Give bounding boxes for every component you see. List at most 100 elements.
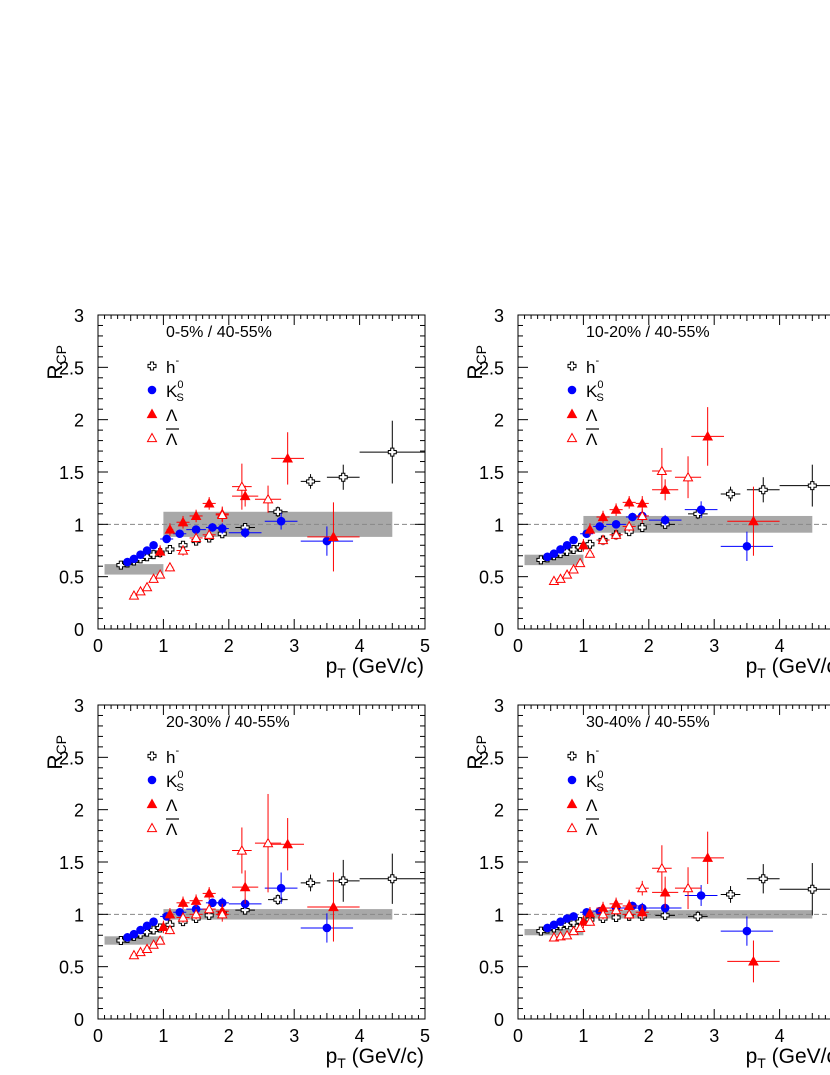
data-point-lambda	[239, 490, 251, 501]
legend-label-sub: S	[596, 782, 603, 794]
data-point-antilambda	[177, 911, 189, 922]
data-point-antilambda	[584, 548, 596, 558]
x-axis-title-sub: T	[337, 665, 346, 681]
data-point-h	[726, 489, 736, 499]
legend-label-sup: 0	[177, 379, 183, 391]
data-point-k0s	[696, 891, 706, 900]
x-tick-label: 2	[224, 1026, 234, 1046]
legend-marker-k0s	[147, 385, 157, 395]
data-point-antilambda	[164, 924, 176, 935]
legend-label-main: K	[586, 772, 598, 791]
x-tick-label: 2	[644, 636, 654, 656]
legend-marker-h	[567, 361, 577, 371]
data-point-lambda	[636, 906, 648, 917]
y-tick-label: 0	[494, 1010, 504, 1030]
x-axis-title-main: p	[746, 655, 758, 678]
data-point-lambda	[636, 497, 648, 508]
data-point-lambda	[282, 452, 294, 463]
legend-label-sub: S	[176, 782, 183, 794]
axes-frame	[97, 704, 426, 1020]
x-axis-title: pT (GeV/c)	[746, 655, 830, 681]
legend-label-main: Λ	[586, 796, 598, 815]
legend-label-h: h-	[166, 355, 179, 377]
x-axis-title-main: p	[326, 655, 338, 678]
x-axis-title-unit: (GeV/c)	[346, 1045, 424, 1068]
data-point-k0s	[129, 929, 139, 939]
plot-area	[98, 793, 425, 960]
y-tick-label: 2	[494, 411, 504, 431]
data-point-lambda	[748, 955, 759, 966]
x-tick-label: 1	[158, 1026, 168, 1046]
legend-label-main: Λ	[166, 406, 178, 425]
x-axis-title-unit: (GeV/c)	[766, 1045, 830, 1068]
x-tick-label: 0	[513, 636, 523, 656]
data-point-k0s	[149, 540, 158, 550]
data-point-k0s	[129, 554, 139, 564]
data-point-k0s	[322, 923, 332, 933]
x-tick-label: 0	[513, 1026, 523, 1046]
data-point-h	[387, 447, 397, 457]
data-point-lambda	[328, 901, 339, 912]
data-point-antilambda	[682, 882, 694, 893]
legend-label-sup: 0	[597, 769, 603, 781]
data-point-h	[116, 560, 126, 570]
data-point-lambda	[659, 484, 671, 494]
legend-label-sup: -	[595, 745, 599, 757]
x-tick-label: 5	[420, 1026, 430, 1046]
syst-band	[104, 564, 164, 575]
data-point-k0s	[276, 883, 286, 893]
y-tick-label: 1.5	[59, 853, 84, 873]
data-point-antilambda	[262, 837, 274, 848]
panel-title: 0-5% / 40-55%	[166, 324, 272, 341]
data-point-k0s	[175, 907, 185, 917]
series-antilambda	[548, 447, 702, 585]
data-point-antilambda	[203, 903, 215, 914]
y-tick-label: 2	[494, 801, 504, 821]
y-tick-label: 0	[494, 620, 504, 640]
data-point-k0s	[217, 524, 227, 533]
data-point-antilambda	[574, 922, 586, 933]
data-point-k0s	[742, 542, 752, 551]
x-axis-title: pT (GeV/c)	[746, 1045, 830, 1071]
data-point-lambda	[328, 531, 339, 541]
legend-marker-antilambda	[146, 432, 158, 443]
y-axis-title-main: R	[464, 364, 487, 379]
plot-area	[518, 407, 830, 585]
legend-label-sup: -	[595, 355, 599, 367]
data-point-k0s	[628, 512, 637, 522]
data-point-lambda	[164, 908, 176, 919]
data-point-h	[306, 476, 316, 486]
data-point-antilambda	[682, 471, 694, 482]
series-lambda	[158, 818, 360, 942]
series-antilambda	[128, 463, 282, 600]
legend-label-antilambda: Λ	[586, 820, 598, 839]
data-point-h	[726, 889, 736, 899]
legend-label-main: Λ	[166, 796, 178, 815]
data-point-antilambda	[584, 916, 596, 926]
data-point-antilambda	[190, 908, 202, 919]
data-point-lambda	[748, 515, 759, 526]
data-point-antilambda	[597, 908, 609, 919]
y-tick-label: 3	[494, 306, 504, 326]
y-tick-label: 0.5	[479, 568, 504, 588]
data-point-lambda	[154, 546, 166, 556]
data-point-antilambda	[597, 534, 609, 545]
data-point-antilambda	[190, 532, 202, 543]
x-tick-label: 0	[93, 1026, 103, 1046]
panel-title: 10-20% / 40-55%	[586, 324, 710, 341]
x-tick-label: 4	[775, 636, 785, 656]
data-point-antilambda	[636, 882, 648, 893]
data-point-antilambda	[154, 569, 166, 579]
legend-label-lambda: Λ	[166, 406, 178, 425]
x-axis-title-sub: T	[337, 1055, 346, 1071]
data-point-lambda	[190, 895, 202, 905]
data-point-antilambda	[574, 557, 586, 568]
series-h	[116, 420, 425, 570]
legend-label-lambda: Λ	[586, 796, 598, 815]
data-point-h	[165, 544, 175, 554]
legend: h-K0 SΛΛ	[146, 355, 184, 449]
data-point-antilambda	[177, 544, 189, 555]
data-point-lambda	[203, 497, 215, 508]
